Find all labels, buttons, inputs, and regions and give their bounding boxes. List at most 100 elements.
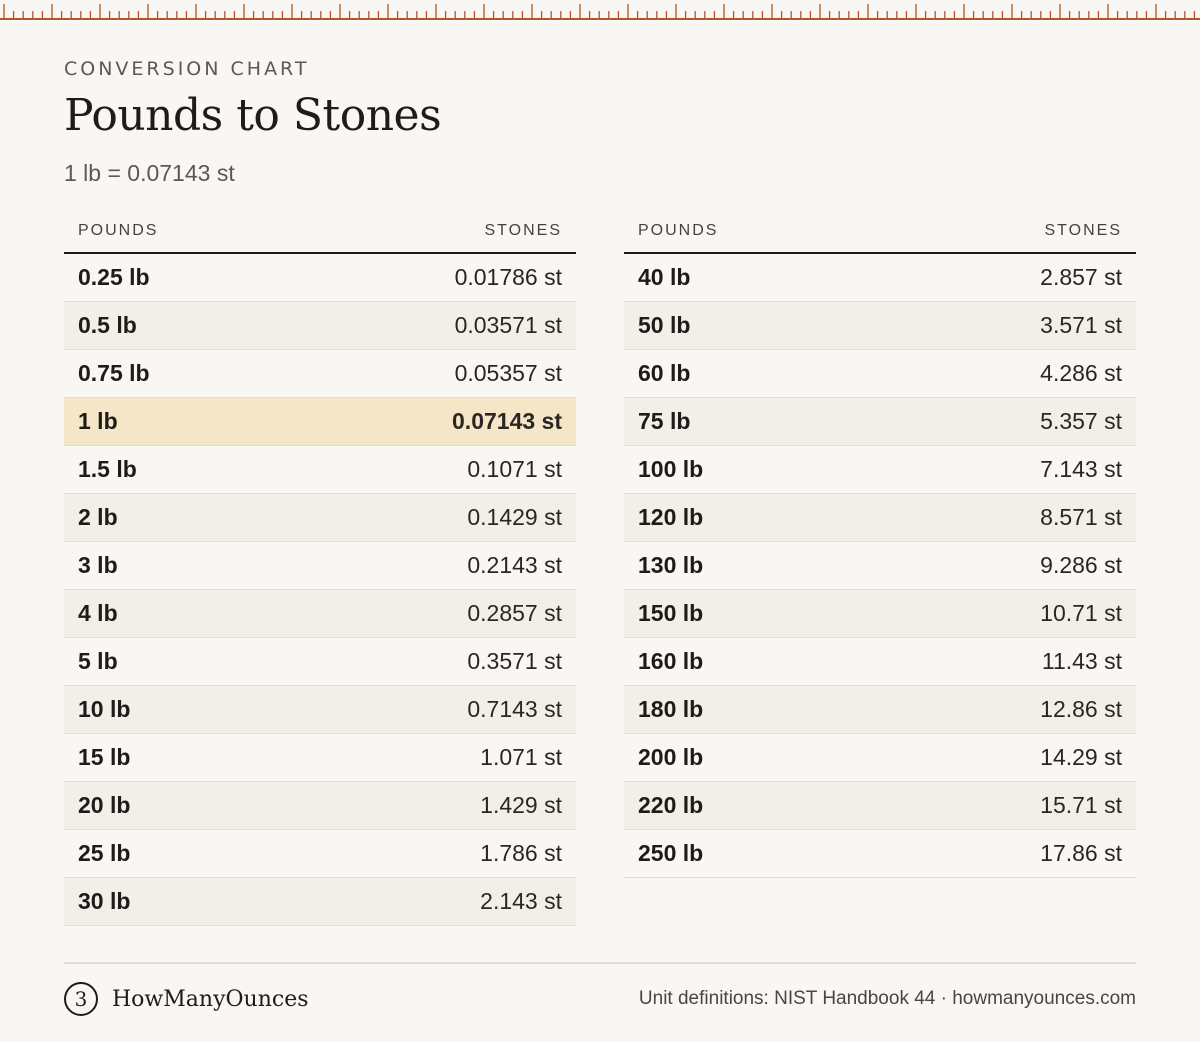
stones-cell: 0.3571 st bbox=[467, 648, 562, 674]
stones-cell: 0.03571 st bbox=[454, 312, 562, 338]
table-row-highlighted: 1 lb 0.07143 st bbox=[64, 398, 576, 446]
table-row: 250 lb 17.86 st bbox=[624, 830, 1136, 878]
stones-cell: 9.286 st bbox=[1040, 552, 1122, 578]
pounds-cell: 75 lb bbox=[638, 408, 691, 434]
pounds-cell: 30 lb bbox=[78, 888, 131, 914]
stones-cell: 0.1429 st bbox=[467, 504, 562, 530]
stones-cell: 1.786 st bbox=[480, 840, 562, 866]
pounds-cell: 3 lb bbox=[78, 552, 118, 578]
conversion-factor: 1 lb = 0.07143 st bbox=[64, 160, 235, 186]
table-row: 3 lb 0.2143 st bbox=[64, 542, 576, 590]
pounds-cell: 0.25 lb bbox=[78, 264, 150, 290]
column-header-stones: STONES bbox=[1044, 222, 1122, 239]
stones-cell: 0.7143 st bbox=[467, 696, 562, 722]
table-row: 1.5 lb 0.1071 st bbox=[64, 446, 576, 494]
pounds-cell: 1 lb bbox=[78, 408, 118, 434]
stones-cell: 0.05357 st bbox=[454, 360, 562, 386]
pounds-cell: 5 lb bbox=[78, 648, 118, 674]
stones-cell: 11.43 st bbox=[1041, 648, 1122, 674]
table-row: 0.75 lb 0.05357 st bbox=[64, 350, 576, 398]
source-credit: Unit definitions: NIST Handbook 44 · how… bbox=[638, 988, 1136, 1009]
stones-cell: 12.86 st bbox=[1040, 696, 1122, 722]
table-row: 40 lb 2.857 st bbox=[624, 254, 1136, 302]
eyebrow-label: CONVERSION CHART bbox=[64, 58, 310, 80]
table-body: 40 lb 2.857 st 50 lb 3.571 st 60 lb 4.286 st 7… bbox=[624, 254, 1136, 878]
stones-cell: 0.01786 st bbox=[454, 264, 562, 290]
table-row: 10 lb 0.7143 st bbox=[64, 686, 576, 734]
table-row: 75 lb 5.357 st bbox=[624, 398, 1136, 446]
stones-cell: 5.357 st bbox=[1040, 408, 1122, 434]
table-header: POUNDS STONES bbox=[624, 210, 1136, 254]
pounds-cell: 0.75 lb bbox=[78, 360, 150, 386]
conversion-table-left: POUNDS STONES 0.25 lb 0.01786 st 0.5 lb 0.0… bbox=[64, 210, 576, 926]
table-row: 130 lb 9.286 st bbox=[624, 542, 1136, 590]
table-row: 50 lb 3.571 st bbox=[624, 302, 1136, 350]
pounds-cell: 250 lb bbox=[638, 840, 704, 866]
table-row: 5 lb 0.3571 st bbox=[64, 638, 576, 686]
stones-cell: 15.71 st bbox=[1040, 792, 1122, 818]
pounds-cell: 130 lb bbox=[638, 552, 704, 578]
brand-name: HowManyOunces bbox=[112, 986, 309, 1012]
table-row: 25 lb 1.786 st bbox=[64, 830, 576, 878]
pounds-cell: 160 lb bbox=[638, 648, 704, 674]
stones-cell: 17.86 st bbox=[1040, 840, 1122, 866]
stones-cell: 0.1071 st bbox=[467, 456, 562, 482]
stones-cell: 0.2143 st bbox=[467, 552, 562, 578]
table-row: 30 lb 2.143 st bbox=[64, 878, 576, 926]
pounds-cell: 10 lb bbox=[78, 696, 131, 722]
pounds-cell: 150 lb bbox=[638, 600, 704, 626]
brand[interactable]: 3 HowManyOunces bbox=[64, 982, 309, 1016]
table-row: 60 lb 4.286 st bbox=[624, 350, 1136, 398]
pounds-cell: 50 lb bbox=[638, 312, 691, 338]
stones-cell: 8.571 st bbox=[1040, 504, 1122, 530]
stones-cell: 1.071 st bbox=[480, 744, 562, 770]
pounds-cell: 40 lb bbox=[638, 264, 691, 290]
pounds-cell: 200 lb bbox=[638, 744, 704, 770]
table-row: 100 lb 7.143 st bbox=[624, 446, 1136, 494]
pounds-cell: 60 lb bbox=[638, 360, 691, 386]
table-row: 15 lb 1.071 st bbox=[64, 734, 576, 782]
table-row: 160 lb 11.43 st bbox=[624, 638, 1136, 686]
stones-cell: 14.29 st bbox=[1040, 744, 1122, 770]
table-row: 220 lb 15.71 st bbox=[624, 782, 1136, 830]
page-title: Pounds to Stones bbox=[64, 90, 442, 141]
pounds-cell: 120 lb bbox=[638, 504, 704, 530]
table-row: 20 lb 1.429 st bbox=[64, 782, 576, 830]
column-header-pounds: POUNDS bbox=[78, 222, 159, 239]
footer-divider bbox=[64, 962, 1136, 964]
stones-cell: 0.07143 st bbox=[452, 408, 562, 434]
table-row: 0.25 lb 0.01786 st bbox=[64, 254, 576, 302]
table-row: 0.5 lb 0.03571 st bbox=[64, 302, 576, 350]
brand-logo-icon: 3 bbox=[64, 982, 98, 1016]
pounds-cell: 4 lb bbox=[78, 600, 118, 626]
table-row: 2 lb 0.1429 st bbox=[64, 494, 576, 542]
pounds-cell: 1.5 lb bbox=[78, 456, 137, 482]
table-row: 150 lb 10.71 st bbox=[624, 590, 1136, 638]
stones-cell: 7.143 st bbox=[1040, 456, 1122, 482]
conversion-table-right: POUNDS STONES 40 lb 2.857 st 50 lb 3.571 st… bbox=[624, 210, 1136, 878]
pounds-cell: 20 lb bbox=[78, 792, 131, 818]
column-header-stones: STONES bbox=[484, 222, 562, 239]
stones-cell: 2.857 st bbox=[1040, 264, 1122, 290]
pounds-cell: 180 lb bbox=[638, 696, 704, 722]
stones-cell: 2.143 st bbox=[480, 888, 562, 914]
table-row: 200 lb 14.29 st bbox=[624, 734, 1136, 782]
pounds-cell: 0.5 lb bbox=[78, 312, 137, 338]
stones-cell: 1.429 st bbox=[480, 792, 562, 818]
stones-cell: 0.2857 st bbox=[467, 600, 562, 626]
table-body: 0.25 lb 0.01786 st 0.5 lb 0.03571 st 0.75 lb… bbox=[64, 254, 576, 926]
pounds-cell: 2 lb bbox=[78, 504, 118, 530]
pounds-cell: 15 lb bbox=[78, 744, 131, 770]
stones-cell: 10.71 st bbox=[1040, 600, 1122, 626]
pounds-cell: 25 lb bbox=[78, 840, 131, 866]
table-header: POUNDS STONES bbox=[64, 210, 576, 254]
column-header-pounds: POUNDS bbox=[638, 222, 719, 239]
pounds-cell: 220 lb bbox=[638, 792, 704, 818]
table-row: 180 lb 12.86 st bbox=[624, 686, 1136, 734]
stones-cell: 4.286 st bbox=[1040, 360, 1122, 386]
ruler-decoration bbox=[0, 4, 1200, 20]
table-row: 120 lb 8.571 st bbox=[624, 494, 1136, 542]
table-row: 4 lb 0.2857 st bbox=[64, 590, 576, 638]
pounds-cell: 100 lb bbox=[638, 456, 704, 482]
stones-cell: 3.571 st bbox=[1040, 312, 1122, 338]
